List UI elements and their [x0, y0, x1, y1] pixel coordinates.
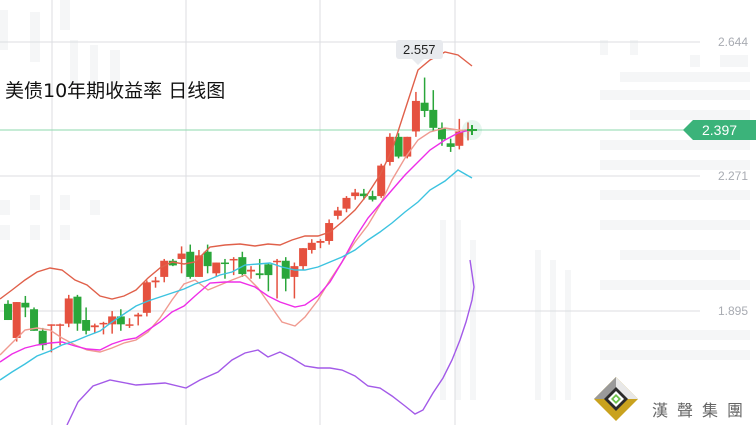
- candle: [290, 262, 299, 299]
- candle: [411, 91, 420, 137]
- candle: [64, 294, 73, 328]
- y-tick-label: 1.895: [717, 304, 748, 318]
- candle: [82, 307, 91, 335]
- current-marker: [462, 120, 482, 140]
- candle: [238, 251, 247, 277]
- candle: [47, 324, 56, 353]
- candle: [368, 190, 377, 202]
- ma-long-line: [0, 169, 473, 381]
- candle: [177, 246, 186, 274]
- candle: [160, 258, 169, 283]
- y-tick-label: 2.271: [717, 169, 748, 183]
- grid-lines: [0, 0, 700, 425]
- company-logo: 漢聲集團: [592, 375, 752, 423]
- candle: [281, 257, 290, 292]
- candle: [342, 196, 351, 213]
- candle: [186, 244, 195, 279]
- candle: [420, 77, 429, 118]
- current-price-tag: 2.397: [683, 120, 756, 140]
- candle: [21, 295, 30, 318]
- candle: [299, 248, 308, 270]
- logo-text: 漢聲集團: [652, 401, 753, 420]
- ma-mid-line: [0, 129, 471, 363]
- price-tag-shape: [683, 120, 756, 140]
- candle: [125, 318, 134, 328]
- candle: [351, 188, 360, 200]
- candle: [38, 327, 47, 351]
- current-price-value: 2.397: [702, 122, 738, 138]
- candle: [4, 300, 12, 321]
- candle: [455, 118, 464, 150]
- candle: [316, 239, 325, 249]
- indicator-lines: [0, 51, 475, 425]
- candle: [134, 312, 143, 326]
- candle: [385, 133, 394, 166]
- candle: [30, 307, 39, 331]
- chart-title: 美债10年期收益率 日线图: [5, 80, 226, 102]
- candle: [255, 258, 264, 279]
- boll-upper-line: [0, 51, 473, 300]
- candle: [73, 294, 82, 331]
- candle: [229, 257, 238, 276]
- candle: [377, 163, 386, 198]
- candle: [90, 323, 99, 333]
- candle: [212, 262, 221, 277]
- candle: [151, 276, 160, 288]
- candle: [12, 302, 21, 342]
- candle: [116, 309, 125, 331]
- candle: [429, 90, 438, 132]
- candle: [194, 249, 203, 277]
- candle: [142, 280, 151, 317]
- candle: [220, 258, 229, 279]
- diamond-logo-icon: [594, 377, 638, 421]
- candle: [247, 266, 256, 279]
- boll-lower-line: [66, 259, 475, 425]
- candle: [394, 133, 403, 159]
- candle: [446, 138, 455, 152]
- peak-value-label: 2.557: [396, 40, 443, 65]
- candle: [307, 239, 316, 254]
- candle: [333, 206, 342, 220]
- y-tick-label: 2.644: [717, 35, 748, 49]
- background-watermark: [0, 0, 750, 400]
- candle: [264, 262, 273, 292]
